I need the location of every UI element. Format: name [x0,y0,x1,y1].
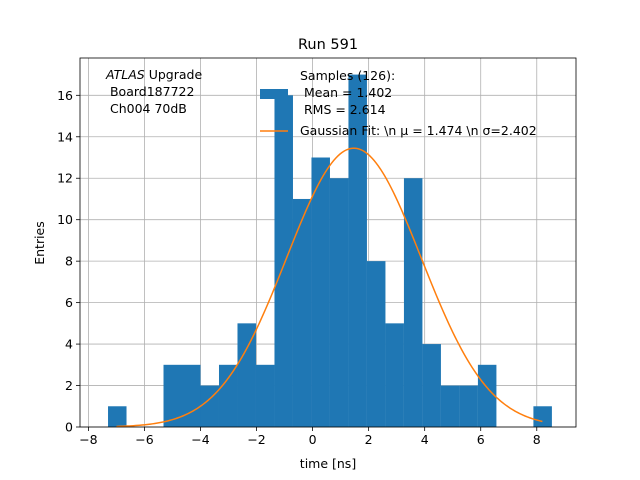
x-tick-label: 6 [477,432,485,447]
histogram-bar [459,385,478,427]
y-tick-label: 16 [57,88,73,103]
gaussian-fit-curve [116,147,543,428]
x-tick-label: 0 [309,432,317,447]
histogram-bar [533,406,552,427]
annotation-atlas: ATLAS [105,67,145,82]
y-tick-label: 6 [65,295,73,310]
histogram-bar [218,364,238,427]
chart-title: Run 591 [298,37,358,53]
histogram-bar [274,95,293,427]
x-tick-label: −2 [247,432,265,447]
y-tick-label: 4 [65,337,73,352]
histogram-bar [348,74,367,428]
legend: Samples (126): Mean = 1.402 RMS = 2.614 … [260,68,537,138]
histogram-bar [329,178,349,427]
legend-fit-label: Gaussian Fit: \n μ = 1.474 \n σ=2.402 [300,123,537,138]
histogram-bar [200,385,219,427]
annotation-upgrade: Upgrade [145,67,203,82]
histogram-bar [366,261,386,427]
histogram-bar [422,344,441,427]
legend-samples-line-2: Mean = 1.402 [300,85,392,100]
y-tick-label: 12 [57,171,73,186]
x-axis-label: time [ns] [300,456,356,471]
x-tick-label: −8 [79,432,97,447]
histogram-bar [237,323,256,427]
y-tick-label: 8 [65,254,73,269]
histogram-bar [163,364,183,427]
histogram-bars [108,74,552,428]
legend-samples-line-1: Samples (126): [300,68,395,83]
y-tick-label: 14 [57,129,73,144]
histogram-bar [477,364,497,427]
annotation-channel: Ch004 70dB [106,101,187,116]
x-tick-label: −4 [191,432,209,447]
histogram-bar [385,323,404,427]
atlas-annotation: ATLAS Upgrade Board187722 Ch004 70dB [105,67,202,116]
histogram-bar [440,385,460,427]
x-tick-label: 8 [533,432,541,447]
x-axis-ticks: −8 −6 −4 −2 0 2 4 6 8 [79,427,541,447]
legend-samples-line-3: RMS = 2.614 [300,102,386,117]
annotation-board: Board187722 [106,84,194,99]
y-axis-ticks: 0 2 4 6 8 10 12 14 16 [57,88,80,435]
y-tick-label: 0 [65,420,73,435]
y-tick-label: 2 [65,378,73,393]
y-tick-label: 10 [57,212,73,227]
x-tick-label: 2 [365,432,373,447]
histogram-bar [292,198,312,427]
y-axis-label: Entries [32,221,47,265]
legend-samples-patch [260,89,288,99]
plot-frame [79,57,577,428]
annotation-line-1: ATLAS Upgrade [105,67,202,82]
x-tick-label: −6 [135,432,153,447]
histogram-bar [403,178,423,427]
histogram-bar [311,157,330,427]
histogram-bar [255,364,275,427]
histogram-bar [108,406,127,427]
x-tick-label: 4 [421,432,429,447]
histogram-bar [182,364,201,427]
